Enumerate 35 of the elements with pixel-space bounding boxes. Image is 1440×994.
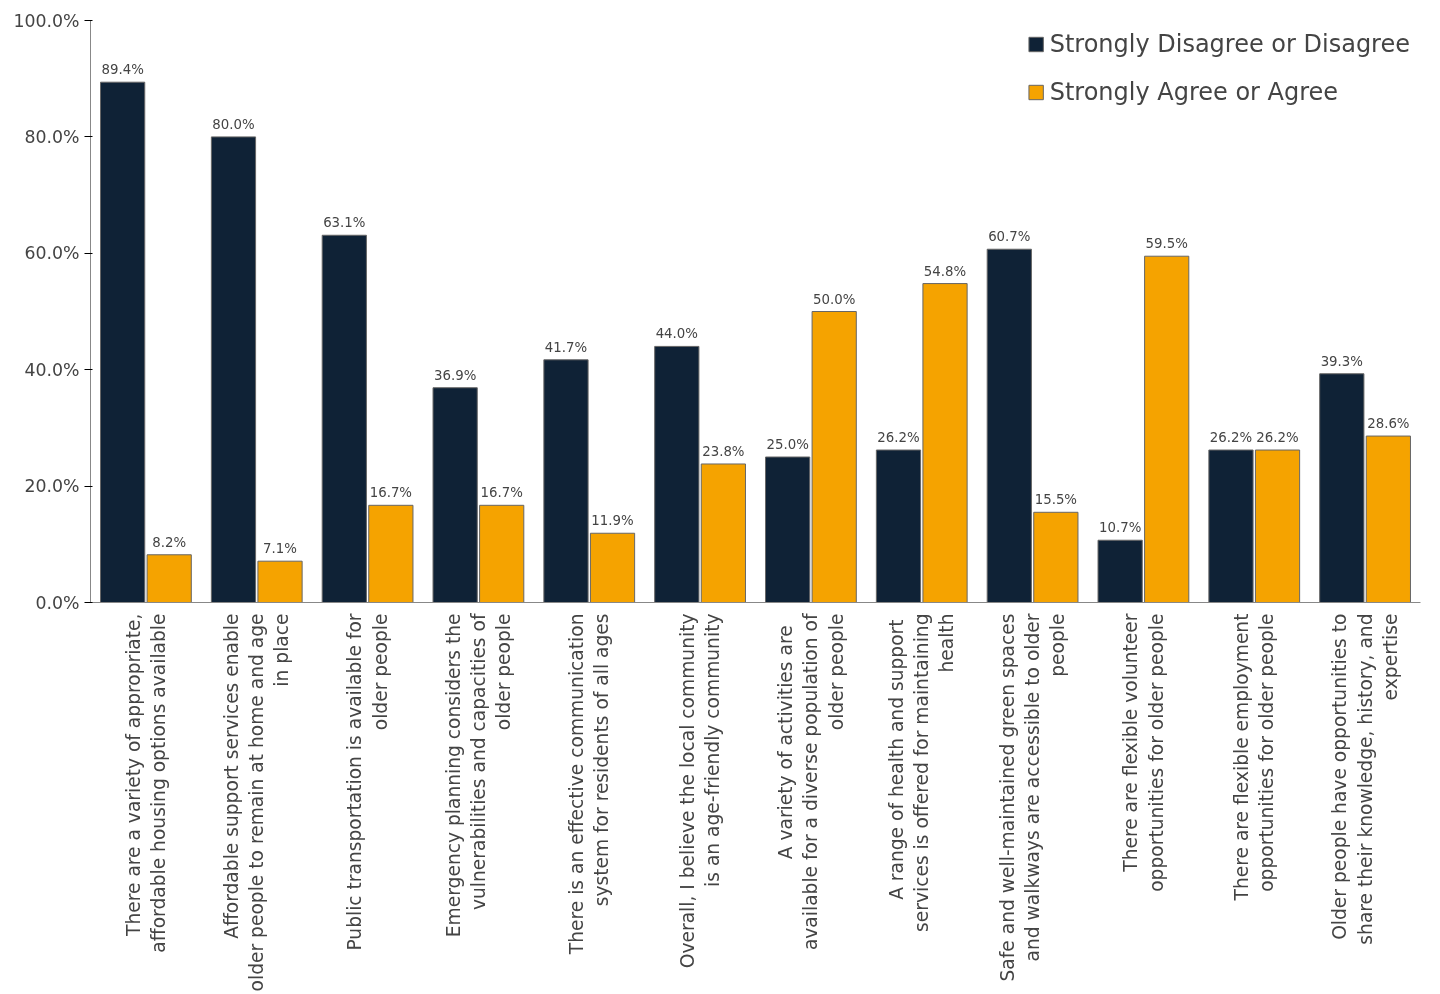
data-label: 15.5% [1034,492,1078,508]
y-tick-label: 60.0% [24,243,80,264]
data-label: 16.7% [369,485,413,501]
y-tick-label: 20.0% [24,476,80,497]
data-label: 11.9% [591,513,634,529]
y-tick-label: 40.0% [24,359,80,380]
data-label: 63.1% [323,215,366,231]
y-tick-label: 80.0% [24,126,80,147]
data-label: 50.0% [813,291,856,307]
data-label: 28.6% [1367,416,1410,432]
x-tick-label: A range of health and support services is offered for maintaining health [886,613,958,932]
data-label: 89.4% [101,62,144,78]
data-label: 36.9% [433,367,477,383]
data-label: 23.8% [702,443,745,459]
data-label: 54.8% [923,263,967,279]
data-label: 60.7% [988,229,1031,245]
x-tick-label: Older people have opportunities to share their knowledge, history, and expertise [1329,613,1401,945]
x-tick-label: There are a variety of appropriate, affordable housing options available [122,613,170,953]
data-label: 26.2% [877,430,920,446]
data-label: 44.0% [655,326,698,342]
data-label: 59.5% [1145,236,1188,252]
y-tick-label: 100.0% [13,10,80,31]
legend-label: Strongly Disagree or Disagree [1049,30,1410,58]
data-label: 41.7% [544,339,588,355]
data-label: 26.2% [1256,430,1299,446]
y-tick-label: 0.0% [35,592,80,613]
data-label: 7.1% [263,541,297,557]
data-label: 16.7% [480,485,523,501]
data-label: 8.2% [152,534,187,550]
data-label: 39.3% [1320,353,1363,369]
data-label: 25.0% [766,437,809,452]
data-label: 80.0% [212,116,255,132]
data-label: 26.2% [1209,430,1253,446]
data-label: 10.7% [1098,520,1142,536]
legend-label: Strongly Agree or Agree [1049,78,1339,106]
